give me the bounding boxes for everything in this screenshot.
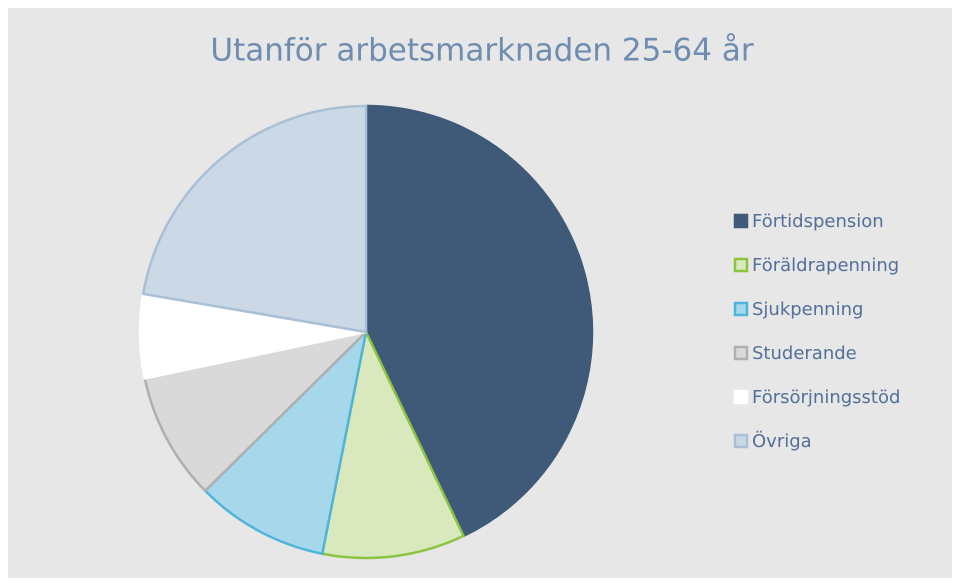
legend-swatch bbox=[733, 389, 749, 405]
legend-swatch bbox=[733, 345, 749, 361]
pie-slice bbox=[321, 330, 465, 560]
legend-swatch bbox=[733, 257, 749, 273]
legend-swatch bbox=[733, 433, 749, 449]
pie-slice bbox=[143, 330, 368, 493]
pie-slice bbox=[141, 104, 368, 334]
pie-slice bbox=[364, 104, 594, 538]
legend-label: Övriga bbox=[752, 430, 812, 452]
legend-swatch bbox=[733, 213, 749, 229]
legend-label: Sjukpenning bbox=[752, 299, 863, 320]
legend-label: Försörjningsstöd bbox=[752, 387, 900, 408]
legend-label: Studerande bbox=[752, 343, 857, 364]
legend-label: Förtidspension bbox=[752, 211, 884, 232]
legend-label: Föräldrapenning bbox=[752, 255, 899, 276]
chart-title: Utanför arbetsmarknaden 25-64 år bbox=[210, 33, 753, 69]
pie-slice bbox=[203, 330, 368, 555]
legend-swatch bbox=[733, 301, 749, 317]
